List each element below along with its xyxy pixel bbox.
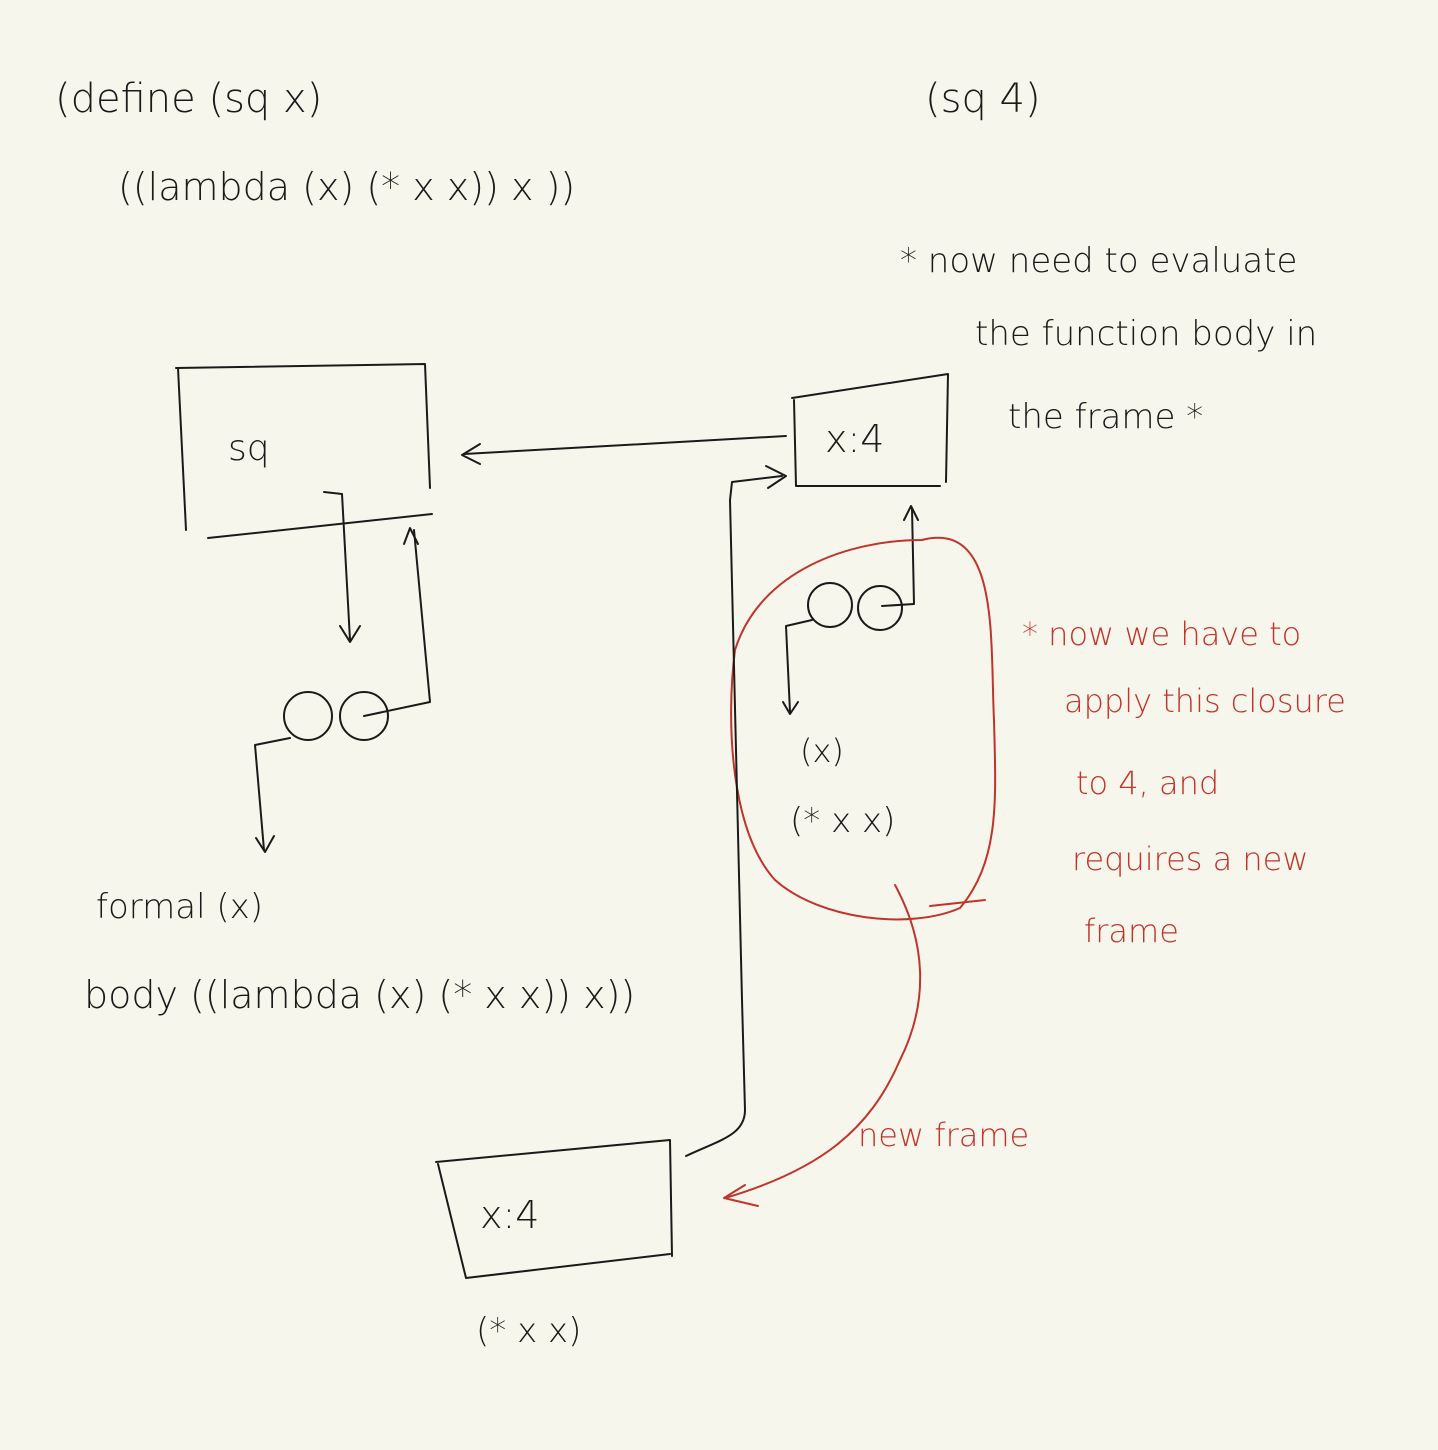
sq-procedure-object xyxy=(254,527,431,853)
e1-parent-pointer xyxy=(463,435,787,455)
frame-e1-binding: x:4 xyxy=(825,417,884,461)
procedure-body: body ((lambda (x) (* x x)) x)) xyxy=(84,973,635,1017)
call-expression: (sq 4) xyxy=(925,76,1041,122)
lambda-closure: (x) (* x x) xyxy=(782,505,919,841)
new-frame-label: new frame xyxy=(858,1116,1029,1154)
note-top-line-3: the frame * xyxy=(1008,397,1203,437)
note-top-line-2: the function body in xyxy=(975,314,1317,354)
note-red-line-2: apply this closure xyxy=(1064,682,1346,720)
note-red-line-4: requires a new xyxy=(1072,840,1309,878)
frame-e2-binding: x:4 xyxy=(480,1193,539,1237)
note-red-line-5: frame xyxy=(1084,912,1179,950)
note-red-line-3: to 4, and xyxy=(1076,764,1219,802)
closure-params: (x) xyxy=(800,732,844,770)
procedure-formal: formal (x) xyxy=(96,887,263,927)
frame-e1: x:4 xyxy=(791,373,949,487)
frame-e2: x:4 (* x x) xyxy=(435,1139,673,1351)
global-frame: sq xyxy=(175,363,433,539)
frame-e2-body: (* x x) xyxy=(476,1311,581,1351)
note-top-line-1: * now need to evaluate xyxy=(900,241,1297,281)
closure-body: (* x x) xyxy=(790,801,895,841)
closure-highlight-loop xyxy=(730,536,997,921)
e2-parent-pointer xyxy=(685,475,783,1157)
define-line: (define (sq x) xyxy=(55,76,322,122)
new-frame-arrow xyxy=(724,884,922,1199)
define-body-line: ((lambda (x) (* x x)) x )) xyxy=(118,165,575,209)
note-red-line-1: * now we have to xyxy=(1022,615,1301,653)
sq-to-procedure-arrow xyxy=(323,491,351,641)
global-frame-binding: sq xyxy=(228,428,270,469)
